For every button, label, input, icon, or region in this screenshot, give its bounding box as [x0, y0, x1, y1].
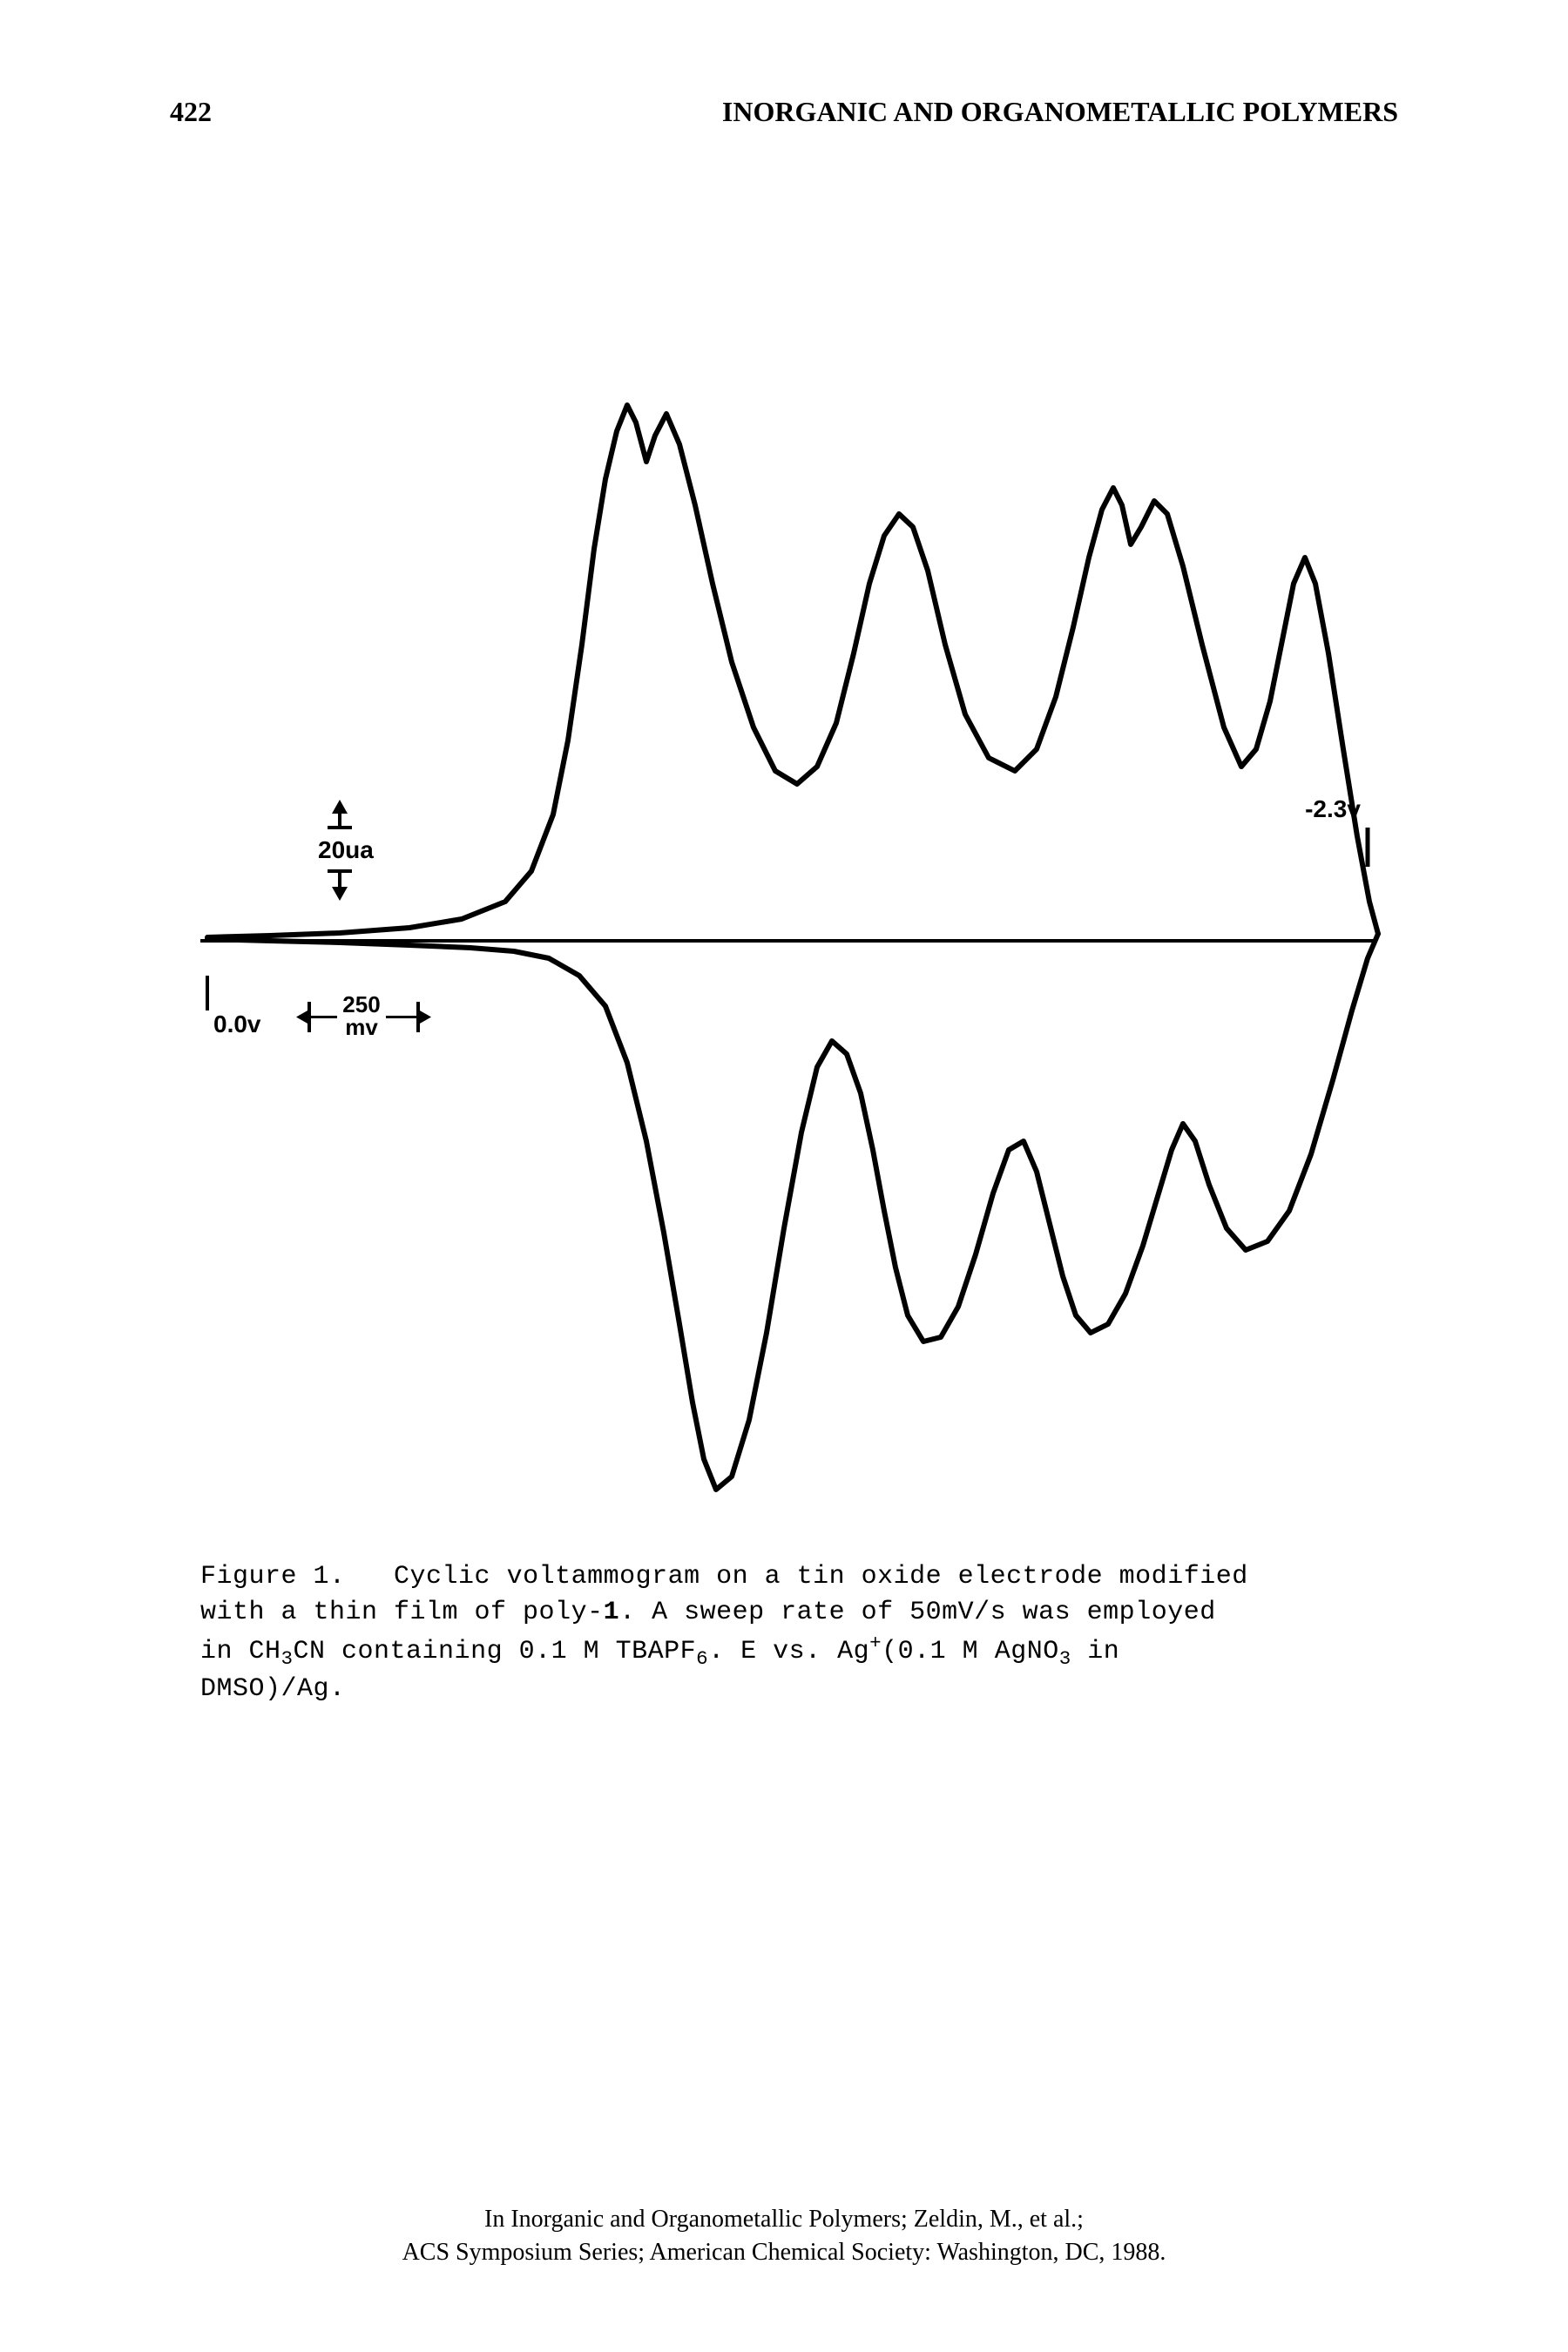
page-number: 422: [170, 96, 212, 128]
caption-text: . E vs. Ag: [708, 1637, 869, 1666]
caption-text: . A sweep rate of 50mV/s was employed: [619, 1598, 1216, 1627]
cv-plot: 20ua 0.0v 250 mv -2.3v: [166, 383, 1411, 1516]
caption-sub: 3: [1059, 1647, 1071, 1670]
caption-text: 1: [604, 1598, 620, 1627]
caption-sup: +: [869, 1632, 882, 1654]
origin-label: 0.0v: [213, 1010, 261, 1037]
caption-sub: 3: [281, 1647, 294, 1670]
cv-trace-forward: [207, 405, 1378, 937]
end-voltage-label: -2.3v: [1305, 795, 1361, 822]
caption-text: DMSO)/Ag.: [200, 1674, 346, 1704]
caption-text: (0.1 M AgNO: [882, 1637, 1059, 1666]
origin-marker: 0.0v: [207, 976, 261, 1037]
x-scale-unit: mv: [345, 1014, 378, 1040]
caption-text: in CH: [200, 1637, 281, 1666]
page-footer: In Inorganic and Organometallic Polymers…: [0, 2203, 1568, 2269]
y-scale-label: 20ua: [318, 836, 374, 863]
figure-caption: Figure 1. Cyclic voltammogram on a tin o…: [200, 1559, 1350, 1707]
caption-sub: 6: [696, 1647, 708, 1670]
footer-line: ACS Symposium Series; American Chemical …: [402, 2239, 1166, 2266]
caption-text: in: [1071, 1637, 1120, 1666]
cv-figure: 20ua 0.0v 250 mv -2.3v: [166, 383, 1411, 1516]
page-title: INORGANIC AND ORGANOMETALLIC POLYMERS: [722, 96, 1398, 128]
cv-trace-reverse: [207, 934, 1378, 1490]
caption-text: Cyclic voltammogram on a tin oxide elect…: [394, 1562, 1248, 1592]
footer-line: In Inorganic and Organometallic Polymers…: [484, 2206, 1084, 2233]
x-scale-marker: 250 mv: [296, 991, 431, 1040]
y-scale-marker: 20ua: [318, 800, 374, 901]
caption-text: CN containing 0.1 M TBAPF: [294, 1637, 697, 1666]
caption-text: with a thin film of poly-: [200, 1598, 604, 1627]
caption-fig-label: Figure 1.: [200, 1562, 346, 1592]
